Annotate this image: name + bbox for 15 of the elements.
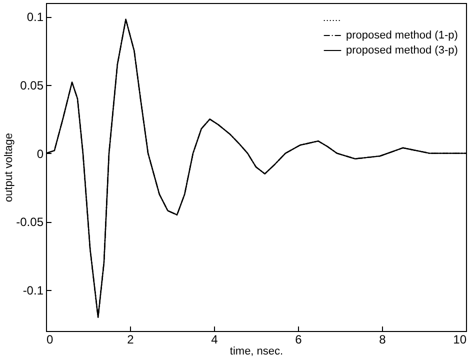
x-axis-title: time, nsec. [230,346,284,358]
x-tick-label: 6 [295,332,302,346]
x-tick-label: 10 [453,332,467,346]
y-axis-title: output voltage [3,132,16,202]
y-tick-label: 0 [36,146,44,161]
y-tick-label: 0.05 [20,78,44,92]
x-tick-label: 2 [127,332,134,346]
y-tick-label: 0.1 [26,10,44,24]
legend-label: proposed method (1-p) [346,30,458,42]
x-tick-label: 8 [379,332,386,346]
y-tick-label: -0.1 [22,284,44,298]
x-tick-label: 0 [46,332,54,346]
y-tick-label: -0.05 [16,215,44,230]
legend-label: proposed method (3-p) [346,44,458,56]
x-tick-label: 4 [211,332,218,346]
